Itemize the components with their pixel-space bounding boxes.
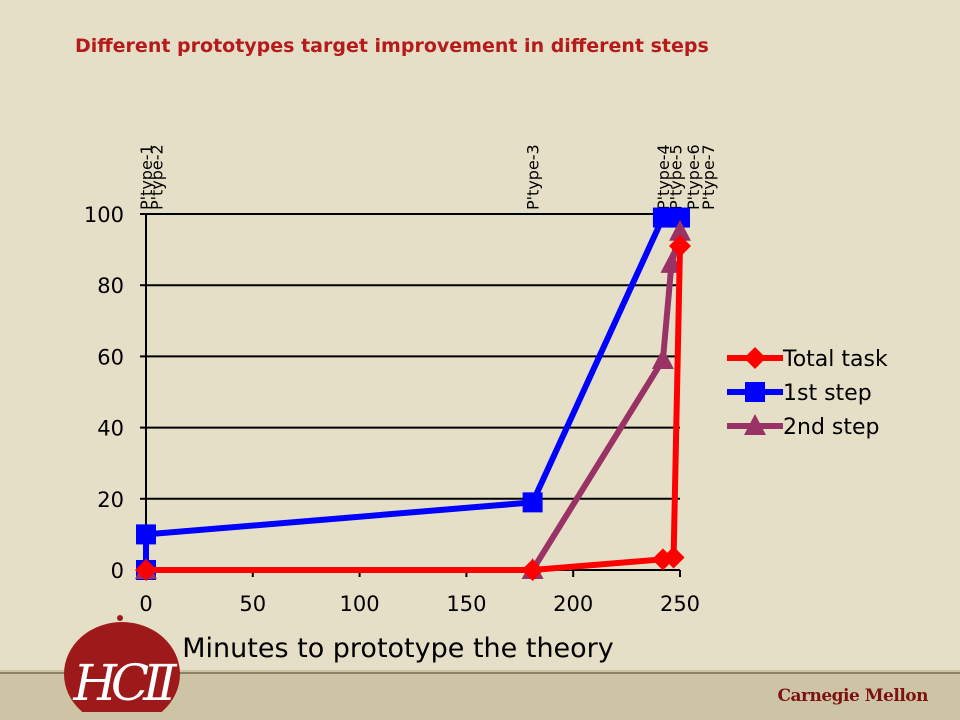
prototype-label: P'type-3 (524, 144, 543, 210)
x-tick-label: 0 (139, 592, 152, 616)
data-point-diamond (662, 546, 685, 569)
prototype-label: P'type-6 (684, 144, 703, 210)
prototype-label: P'type-5 (667, 144, 686, 210)
prototype-label: P'type-7 (699, 144, 718, 210)
legend-marker (744, 414, 766, 435)
data-point-square (670, 207, 690, 228)
x-tick-label: 150 (446, 592, 486, 616)
data-point-diamond (669, 235, 691, 258)
x-axis-title: Minutes to prototype the theory (182, 633, 614, 664)
y-tick-label: 40 (97, 417, 124, 441)
slide-title: Different prototypes target improvement … (75, 35, 709, 57)
legend-label: 1st step (783, 381, 872, 406)
y-tick-label: 60 (97, 345, 124, 369)
footer-divider (0, 672, 960, 674)
y-tick-label: 20 (97, 488, 124, 512)
legend-label: Total task (782, 347, 888, 372)
hcii-logo: HCII (64, 615, 184, 712)
legend-marker (744, 347, 766, 369)
x-tick-label: 200 (553, 592, 593, 616)
prototype-label: P'type-2 (148, 144, 167, 210)
y-tick-label: 100 (84, 203, 124, 227)
prototype-label: P'type-1 (137, 144, 156, 210)
x-tick-label: 50 (239, 592, 266, 616)
x-tick-label: 250 (660, 592, 700, 616)
y-tick-label: 0 (111, 559, 124, 583)
data-point-square (522, 492, 543, 513)
data-point-diamond (521, 559, 544, 581)
data-point-square (652, 207, 673, 228)
legend-label: 2nd step (783, 415, 880, 440)
svg-text:HCII: HCII (72, 654, 178, 712)
y-tick-label: 80 (97, 274, 124, 298)
prototype-label: P'type-4 (654, 144, 673, 210)
data-point-diamond (135, 559, 157, 581)
plot-area (146, 214, 680, 570)
data-point-triangle (669, 219, 691, 241)
x-tick-label: 100 (340, 592, 380, 616)
legend-marker (745, 382, 765, 402)
carnegie-mellon-wordmark: Carnegie Mellon (777, 686, 928, 706)
data-point-square (136, 524, 156, 545)
data-point-triangle (651, 347, 674, 369)
